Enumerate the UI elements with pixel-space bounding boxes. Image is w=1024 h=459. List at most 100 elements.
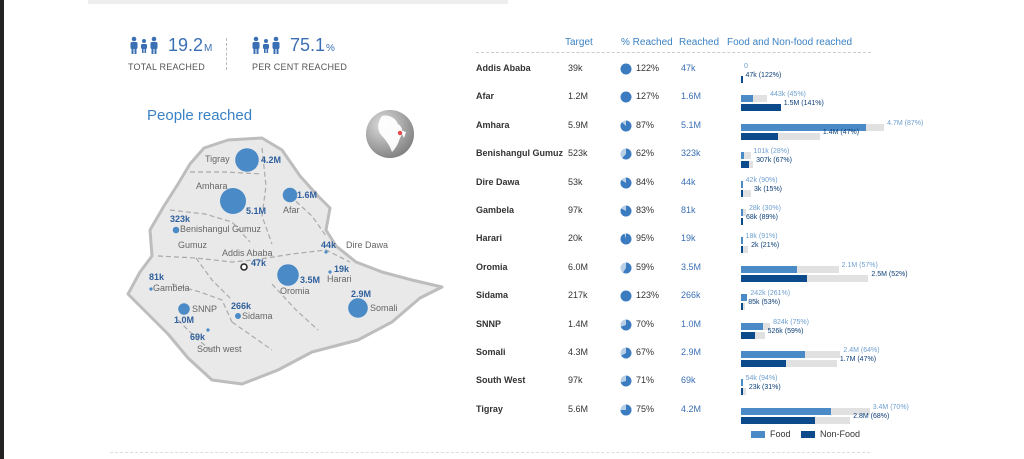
reached-value: 4.2M (681, 403, 702, 414)
percent-pie-icon (620, 347, 632, 359)
target-value: 5.9M (568, 119, 589, 130)
region-name: Addis Ababa (476, 63, 531, 73)
window-edge (0, 0, 4, 459)
map-bubble-south-west (206, 328, 210, 332)
percent-reached: 123% (636, 290, 660, 301)
food-label: 443k (45%) (770, 91, 806, 99)
target-value: 6.0M (568, 261, 589, 272)
region-name: Afar (476, 91, 495, 102)
nonfood-bar (741, 331, 755, 339)
food-bar (741, 407, 832, 415)
legend-food: Food (751, 429, 791, 439)
percent-pie-icon (620, 91, 632, 103)
percent-pie (620, 346, 632, 364)
percent-pie (620, 289, 632, 307)
food-bar (741, 351, 805, 358)
map-value-label: 266k (231, 301, 252, 311)
percent-pie (620, 261, 632, 279)
nonfood-label: 3k (15%) (754, 185, 783, 193)
percent-pie-icon (620, 262, 632, 274)
region-name: Gambela (476, 205, 515, 215)
reached-value: 44k (681, 176, 696, 187)
reached-value: 266k (681, 290, 701, 301)
table-row: Oromia 6.0M 59% 3.5M 2.1M (57%) 2.5M (52%) (476, 262, 916, 290)
percent-pie-icon (620, 205, 632, 217)
table-row: Benishangul Gumuz 523k 62% 323k 101k (28%) 30… (476, 148, 916, 176)
food-label: 18k (91%) (745, 233, 778, 241)
map-value-label: 2.9M (351, 289, 371, 299)
reached-value: 19k (681, 233, 696, 244)
bottom-divider (110, 452, 870, 453)
map-value-label: 5.1M (246, 206, 266, 216)
legend-label: Non-Food (820, 429, 861, 439)
percent-reached: 84% (636, 176, 655, 187)
nonfood-bar (741, 388, 743, 396)
reached-value: 3.5M (681, 261, 702, 272)
percent-pie-icon (620, 177, 632, 189)
target-value: 4.3M (568, 347, 589, 357)
nonfood-label: 1.5M (141%) (783, 100, 824, 108)
percent-pie (620, 374, 632, 392)
percent-reached: 75% (636, 403, 655, 414)
percent-pie (620, 204, 632, 222)
nonfood-label: 2k (21%) (751, 242, 780, 250)
nonfood-bar (741, 303, 744, 311)
percent-pie-icon (620, 148, 632, 160)
nonfood-target-bar (741, 360, 837, 367)
nonfood-bar (741, 416, 816, 424)
map-bubble-somali (348, 298, 368, 318)
percent-pie-icon (620, 233, 632, 245)
nonfood-label: 1.7M (47%) (839, 356, 877, 363)
kpi-percent-reached: 75.1% (250, 36, 335, 54)
percent-reached: 70% (636, 318, 655, 329)
table-row: Afar 1.2M 127% 1.6M 443k (45%) 1.5M (141%) (476, 91, 916, 119)
target-value: 39k (568, 63, 583, 73)
map-region-label: Gumuz (178, 240, 208, 250)
table-row: Harari 20k 95% 19k 18k (91%) 2k (21%) (476, 233, 916, 261)
table-row: Addis Ababa 39k 122% 47k 0 47k (122%) (476, 63, 916, 91)
target-value: 1.2M (568, 91, 589, 102)
food-target-bar (741, 209, 746, 216)
percent-pie (620, 232, 632, 250)
nonfood-bar (741, 274, 808, 282)
nonfood-target-bar (741, 189, 751, 197)
region-name: Dire Dawa (476, 176, 520, 187)
table-row: Sidama 217k 123% 266k 242k (261%) 85k (53%) (476, 290, 916, 318)
people-icon (130, 36, 158, 54)
map-region-label: Dire Dawa (346, 240, 388, 250)
table-row: South West 97k 71% 69k 54k (94%) 23k (31%) (476, 375, 916, 403)
kpi-unit: % (326, 43, 335, 54)
map-title: People reached (147, 107, 253, 124)
kpi-label: TOTAL REACHED (128, 62, 205, 72)
map-region-label: Gambela (153, 283, 190, 293)
map-value-label: 4.2M (261, 155, 281, 165)
target-value: 20k (568, 233, 583, 244)
percent-pie (620, 403, 632, 421)
percent-pie (620, 62, 632, 80)
food-label: 101k (28%) (753, 148, 790, 156)
kpi-total-reached: 19.2 M (128, 36, 212, 54)
food-label: 2.1M (57%) (841, 261, 878, 269)
table-row: Amhara 5.9M 87% 5.1M 4.7M (87%) 1.4M (47%) (476, 119, 923, 148)
reached-value: 81k (681, 205, 696, 215)
food-label: 42k (90%) (745, 176, 778, 184)
food-bar (741, 209, 743, 216)
food-bar (741, 322, 763, 330)
target-value: 5.6M (568, 403, 589, 414)
percent-pie-icon (620, 290, 632, 302)
map-region-label: Harari (327, 274, 352, 284)
target-value: 523k (568, 148, 588, 159)
nonfood-label: 85k (53%) (748, 299, 781, 307)
map-bubble-amhara (220, 188, 246, 214)
food-label: 3.4M (70%) (872, 403, 909, 411)
map-region-label: South west (197, 344, 242, 354)
table-row: Dire Dawa 53k 84% 44k 42k (90%) 3k (15%) (476, 177, 916, 205)
food-bar (741, 294, 748, 302)
map-value-label: 1.0M (174, 315, 194, 325)
map-region-label: Sidama (242, 311, 273, 321)
map-bubble-oromia (277, 264, 299, 286)
food-bar (741, 123, 866, 131)
food-bar (741, 265, 797, 273)
map-region-label: Amhara (196, 181, 228, 191)
table-row: SNNP 1.4M 70% 1.0M 824k (75%) 526k (59%) (476, 319, 916, 347)
